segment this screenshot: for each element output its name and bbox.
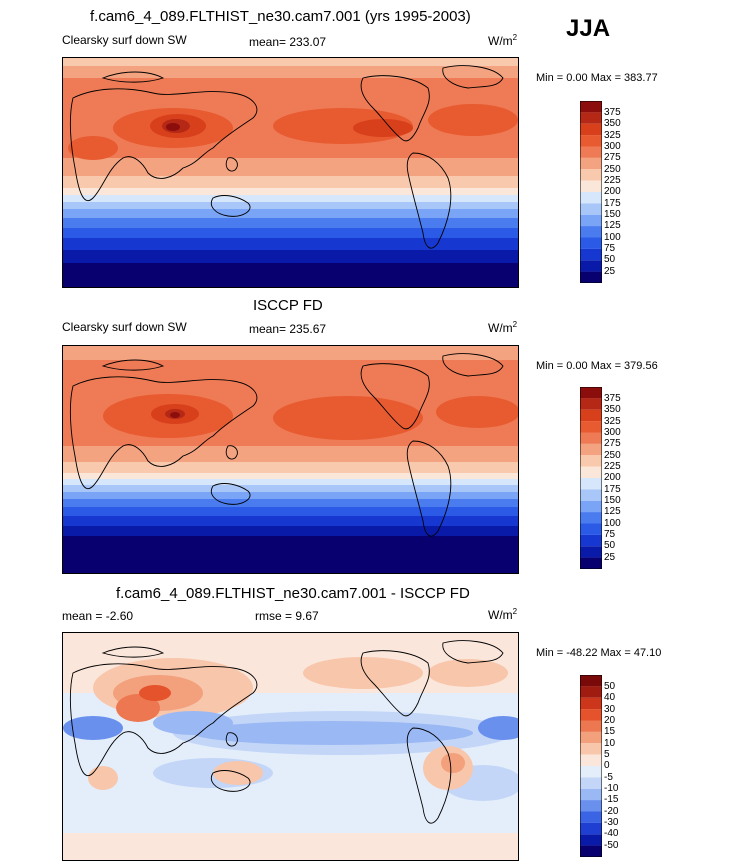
panel-3-cb-label: 0 <box>604 760 610 771</box>
panel-3-cb-label: 15 <box>604 726 616 737</box>
panel-1-cb-label: 75 <box>604 243 616 254</box>
panel-1-cb-label: 300 <box>604 141 621 152</box>
panel-3-cb-label: -40 <box>604 828 619 839</box>
panel-2-mean: mean= 235.67 <box>249 322 327 336</box>
panel-1-cb-label: 325 <box>604 130 621 141</box>
panel-1-cb-label: 175 <box>604 198 621 209</box>
panel-3-cb-label: -5 <box>604 772 613 783</box>
panel-2-cb-label: 375 <box>604 393 621 404</box>
panel-1-cb-label: 125 <box>604 220 621 231</box>
panel-3-cb-label: 40 <box>604 692 616 703</box>
panel-3-units: W/m2 <box>488 607 518 622</box>
panel-2-map <box>62 345 519 574</box>
panel-2-colorbar: 375 350 325 300 275 250 225 200 175 150 … <box>580 387 660 569</box>
panel-1-title: f.cam6_4_089.FLTHIST_ne30.cam7.001 (yrs … <box>90 8 471 25</box>
panel-1-cb-label: 350 <box>604 118 621 129</box>
panel-2-cb-label: 175 <box>604 484 621 495</box>
panel-3-mean: mean = -2.60 <box>62 609 134 623</box>
panel-1-map-svg <box>63 58 518 287</box>
panel-2-cb-label: 125 <box>604 506 621 517</box>
panel-3-minmax: Min = -48.22 Max = 47.10 <box>536 647 662 659</box>
season-label: JJA <box>566 15 611 42</box>
panel-2-cb-label: 200 <box>604 472 621 483</box>
panel-1-units: W/m2 <box>488 33 518 48</box>
panel-3-map-svg <box>63 633 518 860</box>
panel-2-cb-label: 225 <box>604 461 621 472</box>
panel-3-cb-label: 5 <box>604 749 610 760</box>
panel-1-mean: mean= 233.07 <box>249 35 327 49</box>
panel-2-cb-label: 250 <box>604 450 621 461</box>
panel-2-minmax: Min = 0.00 Max = 379.56 <box>536 360 658 372</box>
panel-1-cb-label: 50 <box>604 254 616 265</box>
panel-3-cb-label: 10 <box>604 738 616 749</box>
panel-3-colorbar: 50 40 30 20 15 10 5 0 -5 -10 -15 -20 -30… <box>580 675 660 857</box>
panel-3-cb-label: 30 <box>604 704 616 715</box>
panel-1-variable: Clearsky surf down SW <box>62 33 187 47</box>
panel-1-cb-label: 225 <box>604 175 621 186</box>
panel-3-cb-label: -20 <box>604 806 619 817</box>
panel-3-title: f.cam6_4_089.FLTHIST_ne30.cam7.001 - ISC… <box>116 585 470 602</box>
panel-1-colorbar-swatches <box>580 101 602 283</box>
panel-2-variable: Clearsky surf down SW <box>62 320 187 334</box>
panel-2-cb-label: 325 <box>604 416 621 427</box>
panel-2-cb-label: 25 <box>604 552 616 563</box>
panel-2-cb-label: 75 <box>604 529 616 540</box>
panel-2-cb-label: 350 <box>604 404 621 415</box>
panel-1-cb-label: 375 <box>604 107 621 118</box>
panel-3-cb-label: -15 <box>604 794 619 805</box>
panel-3-cb-label: 50 <box>604 681 616 692</box>
panel-1-cb-label: 100 <box>604 232 621 243</box>
panel-1-cb-label: 200 <box>604 186 621 197</box>
panel-3-cb-label: -30 <box>604 817 619 828</box>
panel-2-units: W/m2 <box>488 320 518 335</box>
panel-1-minmax: Min = 0.00 Max = 383.77 <box>536 72 658 84</box>
panel-3-map <box>62 632 519 861</box>
panel-3-cb-label: -50 <box>604 840 619 851</box>
panel-3-cb-label: -10 <box>604 783 619 794</box>
panel-1-cb-label: 275 <box>604 152 621 163</box>
panel-2-colorbar-swatches <box>580 387 602 569</box>
panel-3-colorbar-swatches <box>580 675 602 857</box>
panel-3-rmse: rmse = 9.67 <box>255 609 319 623</box>
panel-2-cb-label: 275 <box>604 438 621 449</box>
panel-2-title: ISCCP FD <box>253 297 323 314</box>
panel-1-map <box>62 57 519 288</box>
panel-2-cb-label: 50 <box>604 540 616 551</box>
panel-1-colorbar: 375 350 325 300 275 250 225 200 175 150 … <box>580 101 660 283</box>
panel-2-cb-label: 300 <box>604 427 621 438</box>
panel-2-map-svg <box>63 346 518 573</box>
panel-1-cb-label: 150 <box>604 209 621 220</box>
panel-2-cb-label: 150 <box>604 495 621 506</box>
panel-2-cb-label: 100 <box>604 518 621 529</box>
panel-1-cb-label: 250 <box>604 164 621 175</box>
panel-1-cb-label: 25 <box>604 266 616 277</box>
panel-3-cb-label: 20 <box>604 715 616 726</box>
